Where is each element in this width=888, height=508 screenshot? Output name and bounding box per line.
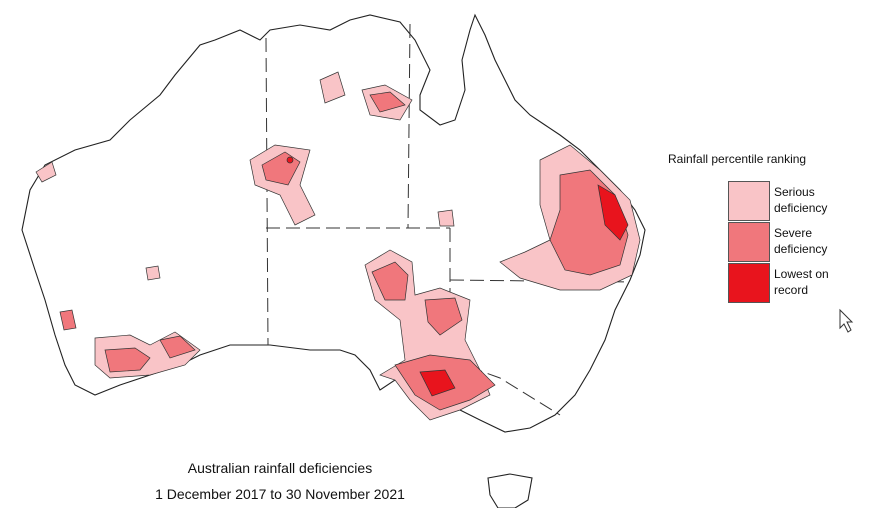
legend-swatch xyxy=(728,222,770,262)
legend-label: Severe deficiency xyxy=(774,226,828,256)
deficiency-area xyxy=(35,161,57,183)
map-title: Australian rainfall deficiencies xyxy=(187,460,373,476)
legend-title: Rainfall percentile ranking xyxy=(668,152,807,166)
state-border xyxy=(449,359,561,416)
state-border xyxy=(265,37,269,346)
deficiency-area xyxy=(286,156,294,164)
deficiency-area xyxy=(159,335,196,359)
legend-swatch xyxy=(728,181,770,221)
tasmania xyxy=(487,473,533,508)
deficiency-area xyxy=(419,369,456,397)
legend-swatch xyxy=(728,263,770,303)
deficiency-area xyxy=(145,265,161,281)
deficiency-area xyxy=(597,184,629,241)
mouse-cursor xyxy=(839,308,854,333)
deficiency-area xyxy=(369,91,406,113)
map-subtitle: 1 December 2017 to 30 November 2021 xyxy=(155,486,405,502)
legend-label: Serious deficiency xyxy=(774,185,828,215)
state-border xyxy=(407,23,411,229)
deficiency-area xyxy=(424,297,463,336)
deficiency-area xyxy=(319,71,346,104)
deficiency-area xyxy=(371,261,409,301)
deficiency-area xyxy=(104,347,151,373)
deficiency-area xyxy=(437,209,455,227)
legend-label: Lowest on record xyxy=(774,267,829,297)
deficiency-area xyxy=(59,309,77,331)
